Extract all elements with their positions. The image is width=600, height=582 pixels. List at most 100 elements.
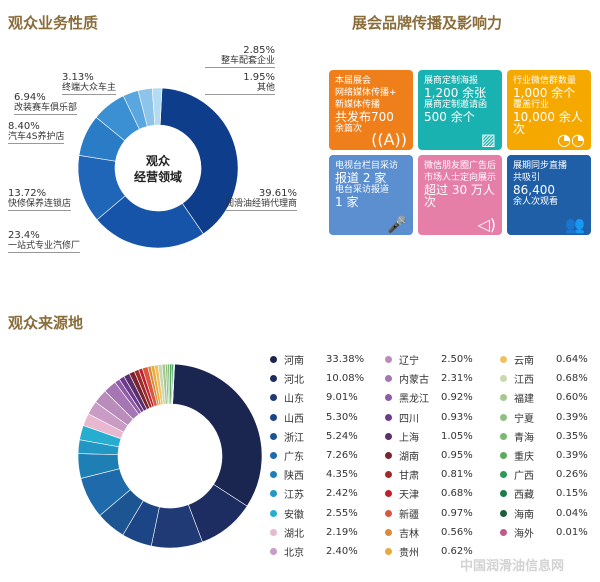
legend-value: 2.40% [326, 545, 358, 557]
legend-item: 吉林 0.56% [385, 523, 500, 542]
watermark: 中国润滑油信息网 [460, 559, 565, 574]
legend-item: 天津 0.68% [385, 484, 500, 503]
legend-dot [270, 413, 277, 421]
tile-line: 网络媒体传播+ [335, 88, 397, 98]
legend-label: 西藏 [514, 490, 534, 502]
category: 其他 [256, 83, 275, 93]
legend-value: 0.81% [441, 469, 473, 481]
people-icon: 👥 [565, 215, 585, 234]
legend-value: 0.04% [556, 507, 588, 519]
brand-tile: 微信朋友圈广告后 市场人士定向展示 超过 30 万人次 ◁) [418, 155, 502, 235]
tile-line: 行业微信群数量 [513, 76, 577, 86]
legend-label: 湖南 [399, 452, 419, 464]
legend-value: 2.31% [441, 373, 473, 385]
legend-label: 四川 [399, 413, 419, 425]
legend-item: 山西 5.30% [270, 408, 385, 427]
legend-dot [385, 394, 392, 402]
legend-label: 河南 [284, 356, 304, 368]
legend-label: 青海 [514, 432, 534, 444]
legend-item: 浙江 5.24% [270, 427, 385, 446]
tile-line: 市场人士定向展示 [424, 173, 497, 183]
legend-value: 0.39% [556, 411, 588, 423]
center-label: 观众 [146, 153, 171, 168]
legend-dot [270, 452, 277, 460]
brand-tile: 行业微信群数量 1,000 余个 覆盖行业 10,000 余人次 ◔◔ [507, 70, 591, 150]
legend-item: 宁夏 0.39% [500, 408, 600, 427]
legend-item: 福建 0.60% [500, 388, 600, 407]
legend-dot [385, 509, 392, 517]
legend-item: 安徽 2.55% [270, 504, 385, 523]
brand-tiles: 本届展会 网络媒体传播+ 新媒体传播 共发布700 余篇次 ((A)) 展商定制海报 1,20… [329, 70, 593, 235]
legend-value: 0.15% [556, 488, 588, 500]
tile-line: 覆盖行业 [513, 100, 550, 110]
legend-item: 云南 0.64% [500, 350, 600, 369]
legend-item: 湖南 0.95% [385, 446, 500, 465]
legend-dot [270, 471, 277, 479]
legend-dot [500, 471, 507, 479]
category: 终端大众车主 [62, 83, 117, 93]
legend-value: 0.35% [556, 430, 588, 442]
category: 改装赛车俱乐部 [14, 103, 78, 113]
category: 整车配套企业 [220, 56, 275, 66]
tile-line: 86,400 [513, 183, 555, 197]
legend-value: 4.35% [326, 469, 358, 481]
origin-legend: 河南 33.38% 河北 10.08% 山东 9.01% 山西 5.30% 浙江 5.24% 广东 7… [270, 350, 600, 561]
tile-line: 展商定制海报 [424, 76, 479, 86]
legend-value: 7.26% [326, 450, 358, 462]
legend-dot [270, 490, 277, 498]
value: 39.61% [258, 188, 298, 199]
section-title-origin: 观众来源地 [8, 314, 84, 332]
microphone-icon: 🎤 [387, 215, 407, 234]
legend-value: 9.01% [326, 392, 358, 404]
speaker-icon: ◁) [477, 215, 496, 234]
legend-dot [500, 452, 507, 460]
legend-dot [385, 452, 392, 460]
legend-dot [500, 490, 507, 498]
legend-item: 重庆 0.39% [500, 446, 600, 465]
tile-line: 余人次观看 [513, 197, 559, 207]
category: 汽车4S养护店 [8, 132, 65, 142]
legend-item: 黑龙江 0.92% [385, 388, 500, 407]
legend-item: 江苏 2.42% [270, 484, 385, 503]
legend-label: 海外 [514, 528, 534, 540]
tile-line: 共发布700 [335, 110, 394, 124]
legend-value: 0.39% [556, 450, 588, 462]
legend-item: 江西 0.68% [500, 369, 600, 388]
value: 23.4% [8, 230, 40, 241]
legend-label: 宁夏 [514, 413, 534, 425]
value: 1.95% [243, 72, 275, 83]
center-label: 经营领域 [134, 169, 182, 184]
business-label: 23.4% 一站式专业汽修厂 [8, 230, 81, 253]
business-slice-0 [159, 87, 239, 235]
tile-line: 超过 30 万人次 [424, 183, 495, 209]
legend-value: 0.93% [441, 411, 473, 423]
legend-item: 山东 9.01% [270, 388, 385, 407]
legend-dot [500, 356, 507, 364]
legend-dot [270, 356, 277, 364]
legend-dot [500, 375, 507, 383]
legend-label: 天津 [399, 490, 419, 502]
brand-tile: 展商定制海报 1,200 余张 展商定制邀请函 500 余个 ▨ [418, 70, 502, 150]
legend-item: 甘肃 0.81% [385, 465, 500, 484]
legend-label: 云南 [514, 356, 534, 368]
business-slice-7 [151, 87, 163, 126]
legend-label: 内蒙古 [399, 375, 429, 387]
legend-value: 0.97% [441, 507, 473, 519]
business-label: 8.40% 汽车4S养护店 [8, 121, 65, 144]
legend-value: 0.64% [556, 354, 588, 366]
category: 快修保养连锁店 [8, 199, 72, 209]
value: 3.13% [62, 72, 94, 83]
tile-line: 1 家 [335, 195, 359, 209]
tile-line: 新媒体传播 [335, 100, 381, 110]
legend-label: 浙江 [284, 432, 304, 444]
legend-label: 江苏 [284, 490, 304, 502]
category: 一站式专业汽修厂 [8, 241, 81, 251]
legend-value: 0.92% [441, 392, 473, 404]
section-title-brand: 展会品牌传播及影响力 [352, 14, 503, 32]
legend-dot [500, 413, 507, 421]
legend-item: 青海 0.35% [500, 427, 600, 446]
legend-value: 2.50% [441, 354, 473, 366]
legend-label: 安徽 [284, 509, 304, 521]
legend-dot [385, 413, 392, 421]
